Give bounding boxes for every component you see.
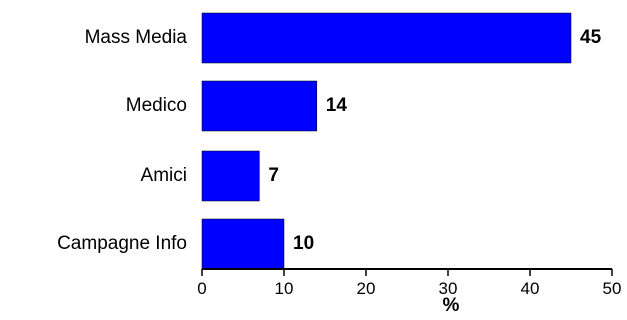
value-labels: 45 14 7 10	[268, 27, 601, 254]
bar-medico	[201, 80, 318, 132]
data-label: 10	[293, 233, 314, 254]
x-tick-label: 10	[275, 279, 294, 298]
category-label: Mass Media	[85, 27, 188, 48]
x-axis-title: %	[443, 295, 460, 316]
bar-campagne-info	[201, 218, 285, 270]
x-tick-label: 0	[197, 279, 206, 298]
category-label: Campagne Info	[57, 233, 187, 254]
x-tick-label: 40	[521, 279, 540, 298]
category-label: Amici	[141, 165, 187, 186]
data-label: 45	[580, 27, 602, 48]
bars-group	[201, 12, 572, 270]
category-labels: Mass Media Medico Amici Campagne Info	[57, 27, 187, 254]
bar-amici	[201, 150, 260, 202]
data-label: 14	[326, 95, 348, 116]
x-tick-label: 30	[439, 279, 458, 298]
bar-mass-media	[201, 12, 572, 64]
x-tick-label: 20	[357, 279, 376, 298]
data-label: 7	[268, 165, 279, 186]
x-axis: 0 10 20 30 40 50	[197, 268, 622, 298]
category-label: Medico	[126, 95, 187, 116]
x-tick-label: 50	[603, 279, 622, 298]
